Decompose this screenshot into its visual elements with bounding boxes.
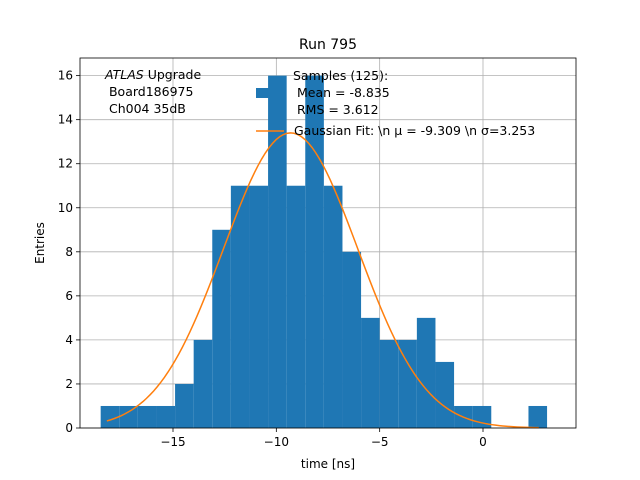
histogram-bar: [305, 75, 324, 428]
histogram-bar: [137, 405, 157, 428]
annotation-experiment-suffix: Upgrade: [144, 67, 202, 82]
histogram-bar: [361, 317, 380, 428]
histogram-bar: [398, 339, 417, 428]
x-tick-label: −10: [264, 435, 289, 449]
annotation-channel: Ch004 35dB: [105, 101, 186, 116]
histogram-bar: [323, 185, 343, 428]
histogram-bar: [175, 383, 194, 428]
y-axis-ticks: 0 2 4 6 8 10 12 14 16: [58, 69, 80, 435]
histogram-bar: [193, 339, 213, 428]
histogram-bar: [230, 185, 250, 428]
y-tick-label: 16: [58, 69, 73, 83]
histogram-bar: [249, 185, 269, 428]
annotation-board: Board186975: [105, 84, 193, 99]
y-axis-label: Entries: [33, 222, 47, 264]
histogram-bar: [379, 339, 399, 428]
y-tick-label: 4: [65, 333, 73, 347]
plot-frame: [79, 57, 577, 429]
histogram-bar: [212, 229, 231, 428]
y-tick-label: 2: [65, 377, 73, 391]
y-tick-label: 0: [65, 421, 73, 435]
histogram-bar: [528, 405, 548, 428]
x-tick-label: 0: [479, 435, 487, 449]
y-tick-label: 8: [65, 245, 73, 259]
histogram-bar: [156, 405, 176, 428]
x-axis-label: time [ns]: [301, 457, 355, 471]
chart-title: Run 795: [299, 37, 357, 53]
histogram-bar: [286, 185, 306, 428]
histogram-bars: [100, 75, 548, 428]
y-tick-label: 14: [58, 113, 73, 127]
histogram-bar: [416, 317, 436, 428]
legend-histogram-label-line: Samples (125):: [293, 68, 388, 83]
y-tick-label: 6: [65, 289, 73, 303]
histogram-bar: [342, 251, 362, 428]
legend: Samples (125): Mean = -8.835 RMS = 3.612…: [256, 68, 535, 138]
y-tick-label: 10: [58, 201, 73, 215]
y-tick-label: 12: [58, 157, 73, 171]
legend-histogram-label-line: Mean = -8.835: [293, 85, 390, 100]
histogram-bar: [435, 361, 455, 428]
x-axis-ticks: −15 −10 −5 0: [160, 428, 487, 449]
histogram-bar: [119, 405, 138, 428]
x-tick-label: −15: [160, 435, 185, 449]
x-tick-label: −5: [371, 435, 389, 449]
legend-histogram-swatch: [256, 88, 284, 98]
legend-histogram-label-line: RMS = 3.612: [293, 102, 379, 117]
annotation-experiment-line: ATLAS Upgrade: [104, 67, 201, 82]
annotation-experiment: ATLAS: [104, 67, 144, 82]
gaussian-fit-curve: [106, 132, 539, 429]
histogram-bar: [100, 405, 120, 428]
legend-fit-label: Gaussian Fit: \n μ = -9.309 \n σ=3.253: [294, 123, 535, 138]
histogram-bar: [268, 75, 287, 428]
atlas-annotation: ATLAS Upgrade Board186975 Ch004 35dB: [104, 67, 201, 116]
legend-histogram-label: Samples (125): Mean = -8.835 RMS = 3.612: [293, 68, 390, 117]
